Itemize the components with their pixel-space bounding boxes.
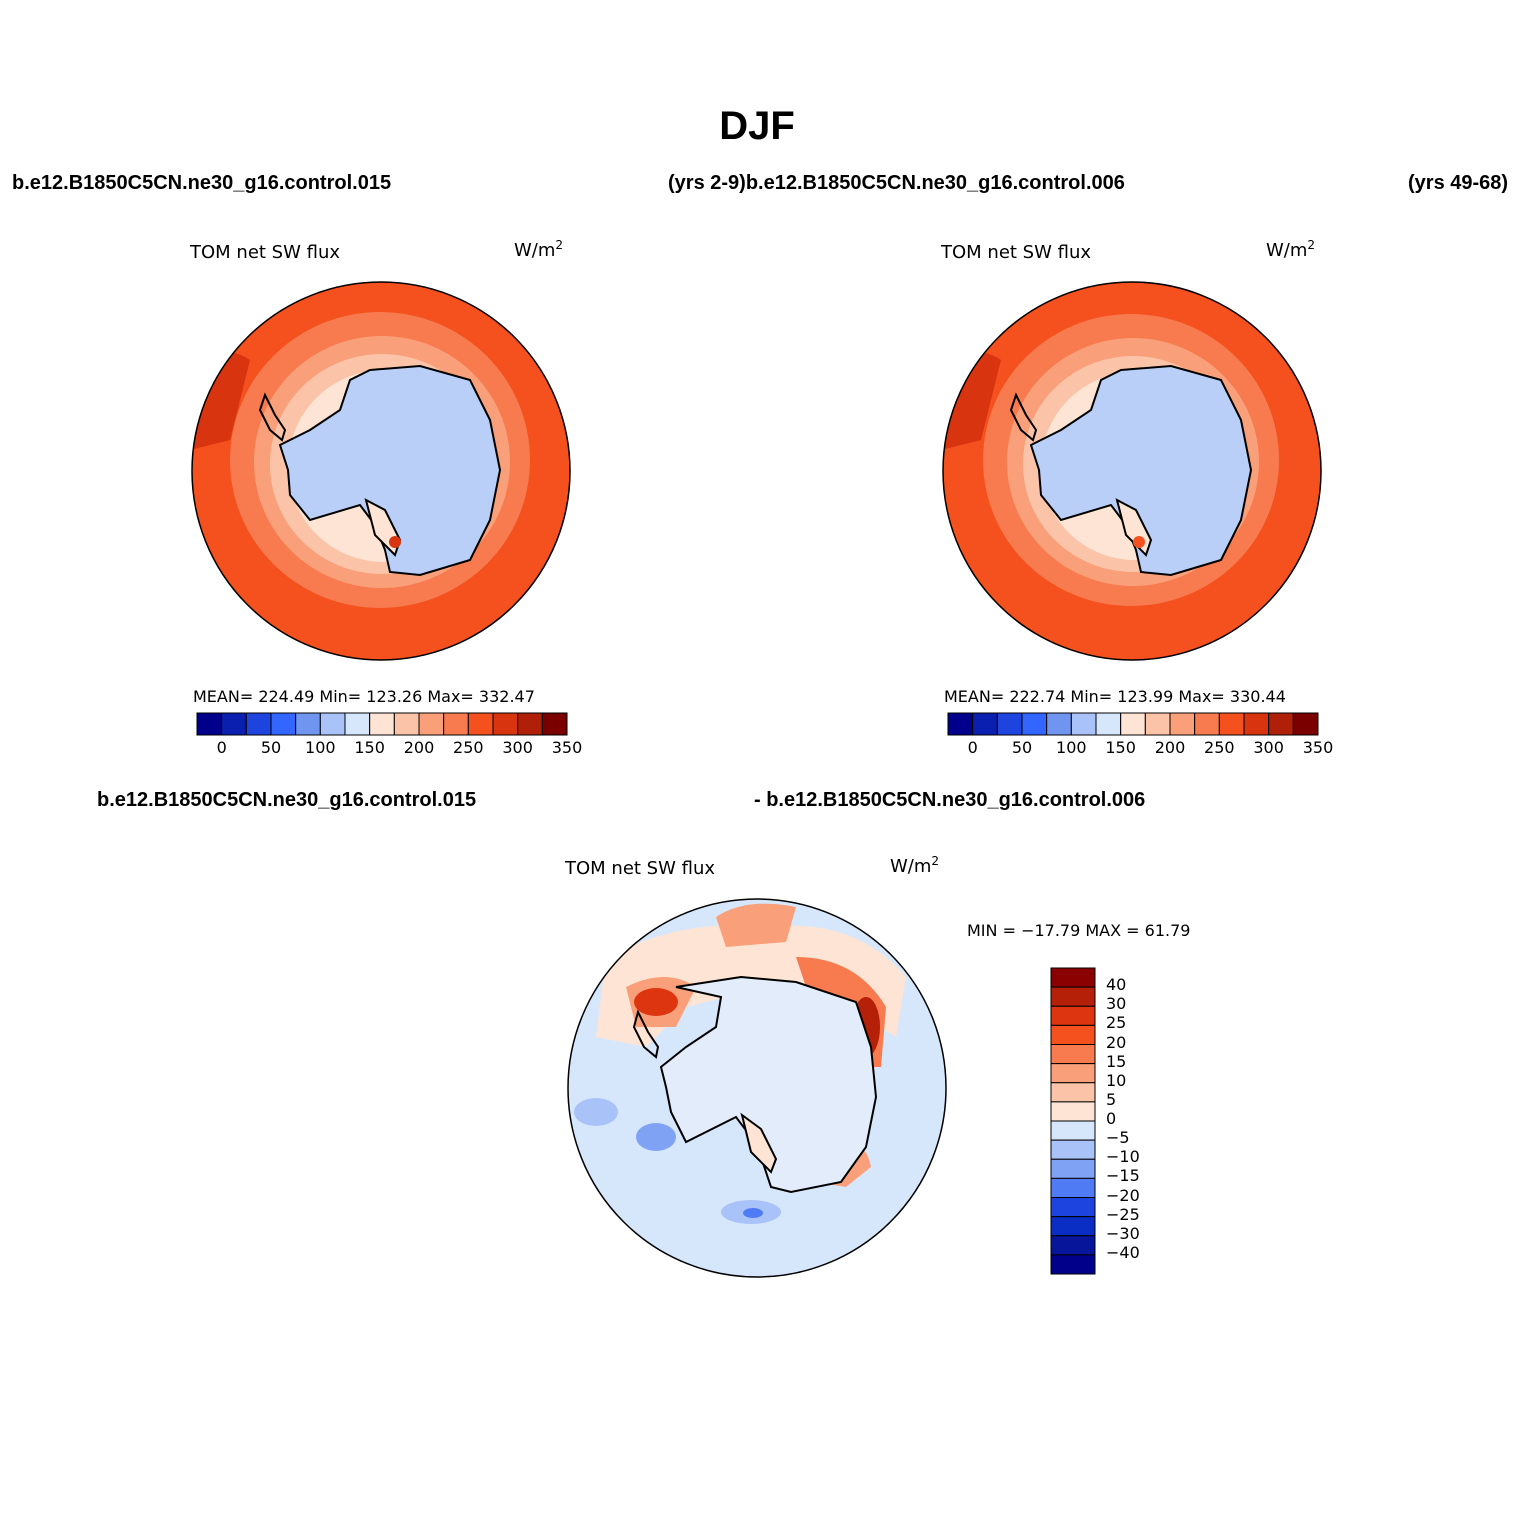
colorbar-box bbox=[996, 712, 1023, 736]
colorbar-box bbox=[418, 712, 445, 736]
colorbar-box bbox=[369, 712, 395, 736]
colorbar-box bbox=[1144, 712, 1171, 736]
colorbar-tick-label: 100 bbox=[1056, 738, 1087, 757]
colorbar-tick-label: 5 bbox=[1106, 1089, 1117, 1109]
colorbar-box bbox=[443, 712, 469, 736]
colorbar-box bbox=[1046, 712, 1072, 736]
case-name-top-left: b.e12.B1850C5CN.ne30_g16.control.015 bbox=[12, 172, 392, 194]
colorbar-box bbox=[393, 712, 420, 736]
colorbar-tick-label: 0 bbox=[1106, 1109, 1117, 1128]
colorbar-tick-label: 50 bbox=[260, 738, 282, 757]
colorbar-box bbox=[319, 712, 346, 736]
panel-2-stats: MEAN= 222.74 Min= 123.99 Max= 330.44 bbox=[944, 687, 1286, 706]
colorbar-tick-label: 30 bbox=[1106, 994, 1127, 1014]
colorbar-box bbox=[947, 712, 974, 736]
colorbar-box bbox=[1050, 1082, 1096, 1103]
colorbar-box bbox=[1050, 1197, 1096, 1218]
colorbar-box bbox=[1050, 1024, 1096, 1045]
colorbar-tick-label: 350 bbox=[1302, 738, 1334, 757]
panel-2-colorbar bbox=[947, 712, 1319, 736]
panel-3-stats: MIN = −17.79 MAX = 61.79 bbox=[967, 921, 1191, 940]
page-title: DJF bbox=[719, 104, 795, 148]
colorbar-box bbox=[1050, 1063, 1096, 1084]
colorbar-box bbox=[1095, 712, 1122, 736]
colorbar-box bbox=[1050, 986, 1096, 1007]
colorbar-box bbox=[1021, 712, 1048, 736]
colorbar-box bbox=[972, 712, 998, 736]
colorbar-tick-label: 10 bbox=[1106, 1070, 1127, 1090]
colorbar-box bbox=[1050, 1139, 1096, 1160]
colorbar-box bbox=[1050, 1254, 1096, 1275]
colorbar-box bbox=[1050, 1120, 1096, 1141]
panel-1-polar-map bbox=[191, 281, 571, 661]
colorbar-tick-label: 25 bbox=[1106, 1013, 1127, 1033]
case-name-bottom-right: - b.e12.B1850C5CN.ne30_g16.control.006 bbox=[754, 789, 1146, 811]
colorbar-tick-label: 0 bbox=[216, 738, 227, 757]
colorbar-box bbox=[1050, 1005, 1096, 1026]
colorbar-box bbox=[1292, 712, 1319, 736]
colorbar-box bbox=[1120, 712, 1146, 736]
case-name-top-right: (yrs 49-68) bbox=[1408, 172, 1509, 194]
colorbar-tick-label: 50 bbox=[1011, 738, 1033, 757]
panel-1-colorbar bbox=[196, 712, 568, 736]
panel-3-variable-label: TOM net SW flux bbox=[565, 858, 716, 879]
colorbar-tick-label: −15 bbox=[1106, 1166, 1140, 1186]
colorbar-box bbox=[517, 712, 543, 736]
colorbar-box bbox=[1268, 712, 1294, 736]
colorbar-tick-label: 250 bbox=[1204, 738, 1235, 757]
panel-3-colorbar bbox=[1050, 967, 1096, 1275]
colorbar-box bbox=[196, 712, 223, 736]
panel-3-units-label: W/m2 bbox=[890, 854, 940, 877]
colorbar-tick-label: 300 bbox=[502, 738, 533, 757]
colorbar-tick-label: 300 bbox=[1253, 738, 1284, 757]
colorbar-tick-label: 350 bbox=[551, 738, 583, 757]
colorbar-box bbox=[1050, 1044, 1096, 1065]
colorbar-box bbox=[1050, 967, 1096, 988]
colorbar-tick-label: 150 bbox=[354, 738, 385, 757]
colorbar-box bbox=[1050, 1216, 1096, 1237]
colorbar-tick-label: 250 bbox=[453, 738, 484, 757]
colorbar-box bbox=[1243, 712, 1270, 736]
panel-2-variable-label: TOM net SW flux bbox=[941, 242, 1092, 263]
panel-1-units-label: W/m2 bbox=[514, 238, 564, 261]
panel-2-polar-map bbox=[942, 281, 1322, 661]
colorbar-box bbox=[541, 712, 568, 736]
panel-1-variable-label: TOM net SW flux bbox=[190, 242, 341, 263]
colorbar-tick-label: −10 bbox=[1106, 1147, 1140, 1167]
case-name-top-middle: (yrs 2-9)b.e12.B1850C5CN.ne30_g16.contro… bbox=[668, 172, 1125, 194]
panel-2-units-label: W/m2 bbox=[1266, 238, 1316, 261]
colorbar-box bbox=[245, 712, 272, 736]
colorbar-box bbox=[1194, 712, 1220, 736]
colorbar-tick-label: 20 bbox=[1106, 1032, 1127, 1052]
colorbar-box bbox=[1169, 712, 1196, 736]
case-name-bottom-left: b.e12.B1850C5CN.ne30_g16.control.015 bbox=[97, 789, 477, 811]
colorbar-tick-label: 200 bbox=[403, 738, 435, 757]
colorbar-box bbox=[295, 712, 321, 736]
colorbar-box bbox=[1218, 712, 1245, 736]
colorbar-tick-label: 100 bbox=[305, 738, 336, 757]
colorbar-box bbox=[1050, 1235, 1096, 1256]
colorbar-box bbox=[467, 712, 494, 736]
colorbar-tick-label: 40 bbox=[1106, 975, 1127, 995]
colorbar-tick-label: −25 bbox=[1106, 1204, 1140, 1224]
colorbar-tick-label: −20 bbox=[1106, 1185, 1140, 1205]
colorbar-box bbox=[492, 712, 519, 736]
colorbar-box bbox=[270, 712, 297, 736]
colorbar-box bbox=[221, 712, 247, 736]
colorbar-tick-label: −30 bbox=[1106, 1223, 1140, 1243]
colorbar-box bbox=[1050, 1177, 1096, 1198]
colorbar-tick-label: 150 bbox=[1105, 738, 1136, 757]
colorbar-tick-label: 15 bbox=[1106, 1051, 1127, 1071]
colorbar-box bbox=[344, 712, 371, 736]
colorbar-tick-label: −5 bbox=[1106, 1128, 1130, 1148]
colorbar-box bbox=[1050, 1158, 1096, 1179]
colorbar-tick-label: −40 bbox=[1106, 1242, 1140, 1262]
panel-1-stats: MEAN= 224.49 Min= 123.26 Max= 332.47 bbox=[193, 687, 535, 706]
colorbar-tick-label: 0 bbox=[967, 738, 978, 757]
colorbar-box bbox=[1070, 712, 1097, 736]
colorbar-tick-label: 200 bbox=[1154, 738, 1186, 757]
panel-3-polar-map bbox=[567, 898, 947, 1278]
colorbar-box bbox=[1050, 1101, 1096, 1122]
